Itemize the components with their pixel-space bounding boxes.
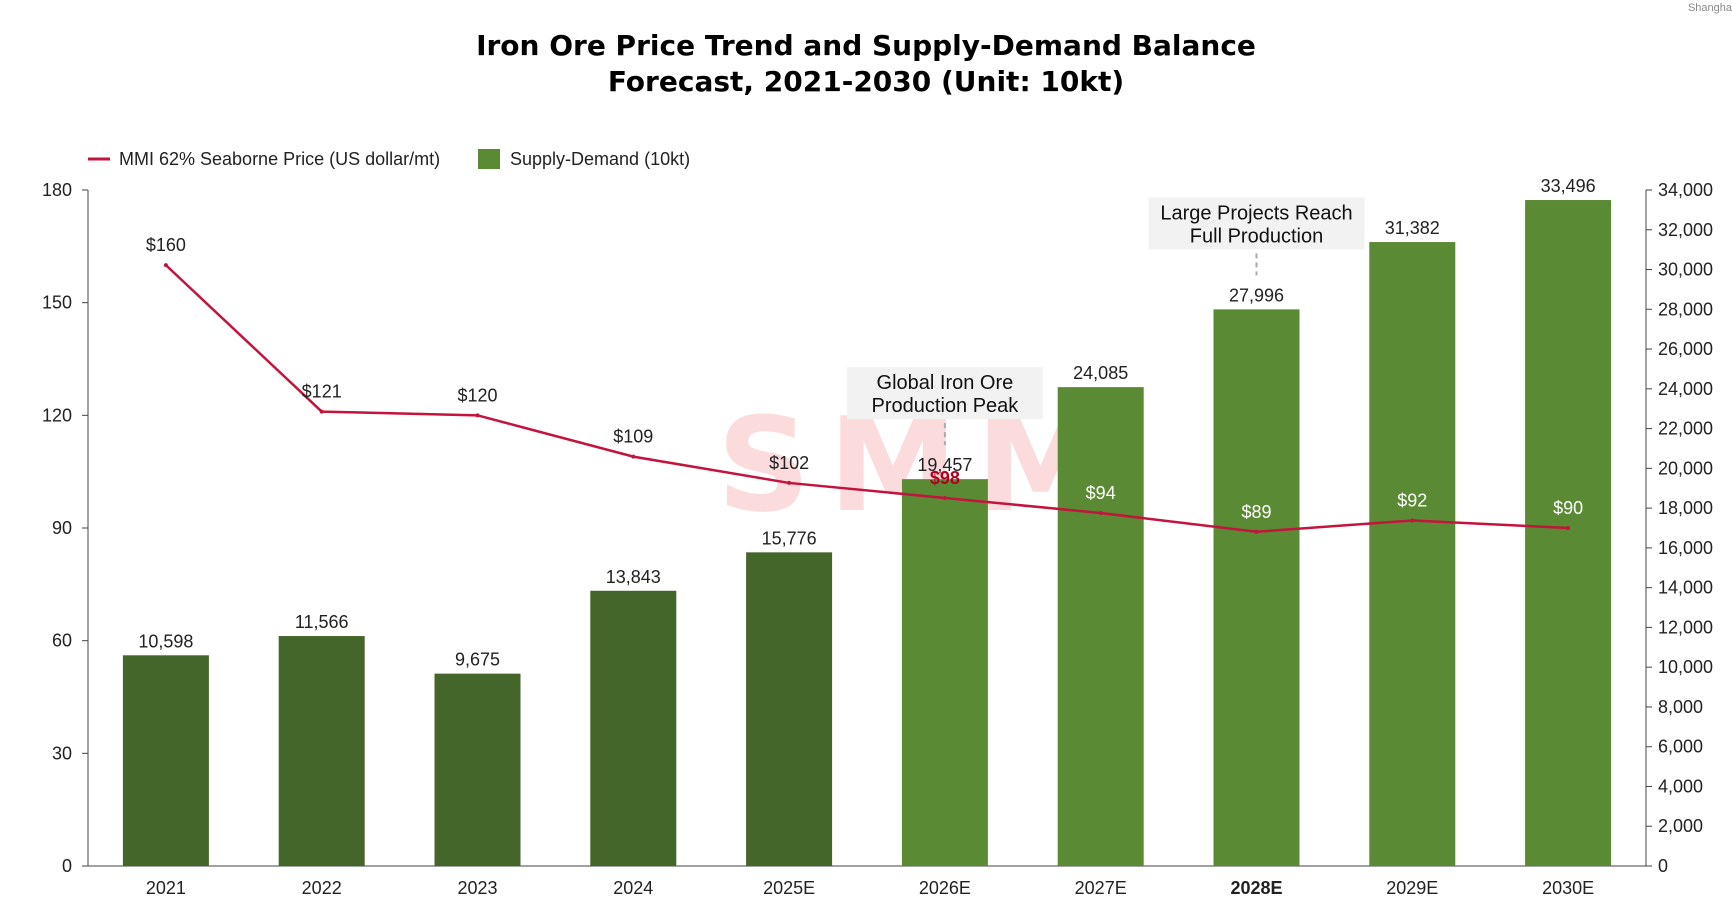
y-right-tick-label: 2,000 [1658,816,1703,836]
price-value-label: $160 [146,235,186,255]
x-tick-label: 2021 [146,878,186,898]
y-right-tick-label: 24,000 [1658,379,1713,399]
price-value-label: $109 [613,427,653,447]
bar-value-label: 24,085 [1073,363,1128,383]
y-right-tick-label: 22,000 [1658,419,1713,439]
supply-demand-bar [901,479,988,866]
y-right-tick-label: 20,000 [1658,458,1713,478]
chart-title-line-1: Iron Ore Price Trend and Supply-Demand B… [476,29,1256,62]
bar-value-label: 10,598 [138,631,193,651]
y-right-tick-label: 32,000 [1658,220,1713,240]
bar-labels-group: 10,598 11,566 9,675 13,843 15,776 19,457 24,08… [138,176,1595,670]
y-right-tick-label: 18,000 [1658,498,1713,518]
chart-title-line-2: Forecast, 2021-2030 (Unit: 10kt) [607,65,1125,98]
x-tick-label: 2027E [1075,878,1127,898]
y-left-tick-label: 90 [52,518,72,538]
price-value-label: $94 [1086,483,1116,503]
price-value-label: $120 [457,385,497,405]
bar-value-label: 19,457 [917,455,972,475]
supply-demand-bar [1369,242,1456,866]
supply-demand-bar [1213,309,1300,866]
bar-value-label: 31,382 [1385,218,1440,238]
y-right-tick-label: 26,000 [1658,339,1713,359]
legend-supply-demand-label: Supply-Demand (10kt) [510,149,690,169]
y-left-tick-label: 0 [62,856,72,876]
bar-value-label: 13,843 [606,567,661,587]
legend-supply-demand-swatch [478,149,500,169]
x-tick-label: 2028E [1230,878,1282,898]
x-tick-label: 2024 [613,878,653,898]
y-left-tick-label: 60 [52,631,72,651]
y-right-tick-label: 8,000 [1658,697,1703,717]
y-right-tick-label: 28,000 [1658,299,1713,319]
price-point [1410,518,1415,523]
legend: MMI 62% Seaborne Price (US dollar/mt) Sup… [88,149,690,169]
price-point [1098,510,1103,515]
annotation-line: Full Production [1190,225,1323,247]
price-line [165,264,1569,534]
price-value-label: $90 [1553,498,1583,518]
annotation-line: Large Projects Reach [1160,202,1352,224]
price-point [631,454,636,459]
y-right-tick-label: 16,000 [1658,538,1713,558]
supply-demand-bar [590,590,677,866]
price-point [319,409,324,414]
price-value-label: $102 [769,453,809,473]
y-right-tick-label: 34,000 [1658,180,1713,200]
supply-demand-bar [278,636,365,866]
annotation-line: Production Peak [872,395,1020,417]
bar-value-label: 9,675 [455,650,500,670]
bar-value-label: 15,776 [762,528,817,548]
annotation-line: Global Iron Ore [877,372,1014,394]
y-left-tick-label: 30 [52,743,72,763]
x-tick-label: 2025E [763,878,815,898]
supply-demand-bar [1525,200,1612,867]
x-tick-label: 2026E [919,878,971,898]
x-tick-label: 2029E [1386,878,1438,898]
price-point [163,263,168,268]
y-right-tick-label: 10,000 [1658,657,1713,677]
y-left-tick-label: 150 [42,293,72,313]
y-right-tick-label: 6,000 [1658,737,1703,757]
y-left-tick-label: 120 [42,405,72,425]
y-right-tick-label: 4,000 [1658,776,1703,796]
y-right-tick-label: 0 [1658,856,1668,876]
y-right-tick-label: 12,000 [1658,617,1713,637]
bar-value-label: 11,566 [295,612,349,632]
y-right-tick-label: 30,000 [1658,260,1713,280]
price-point [942,495,947,500]
x-tick-label: 2022 [302,878,342,898]
supply-demand-bar [1057,387,1144,866]
price-point [787,480,792,485]
price-line-group: $160 $121 $120 $109 $102 $98 $94 $89 $92 $90 [146,235,1583,534]
y-right-tick-label: 14,000 [1658,578,1713,598]
chart-title: Iron Ore Price Trend and Supply-Demand B… [0,28,1732,100]
price-value-label: $98 [930,468,960,488]
price-value-label: $92 [1397,490,1427,510]
bar-value-label: 33,496 [1541,176,1596,196]
supply-demand-bar [122,655,209,866]
bar-value-label: 27,996 [1229,285,1284,305]
x-tick-label: 2030E [1542,878,1594,898]
supply-demand-bar [434,673,521,866]
price-point [1254,529,1259,534]
supply-demand-bar [746,552,833,866]
y-left-tick-label: 180 [42,180,72,200]
price-value-label: $89 [1241,502,1271,522]
annotation-box [1148,197,1365,250]
legend-price-label: MMI 62% Seaborne Price (US dollar/mt) [119,149,440,169]
price-point [475,413,480,418]
bars-group [122,200,1612,867]
annotation-box [846,367,1043,420]
price-point [1566,526,1571,530]
source-note: Shangha [1687,2,1732,14]
x-tick-label: 2023 [457,878,497,898]
price-value-label: $121 [302,382,342,402]
